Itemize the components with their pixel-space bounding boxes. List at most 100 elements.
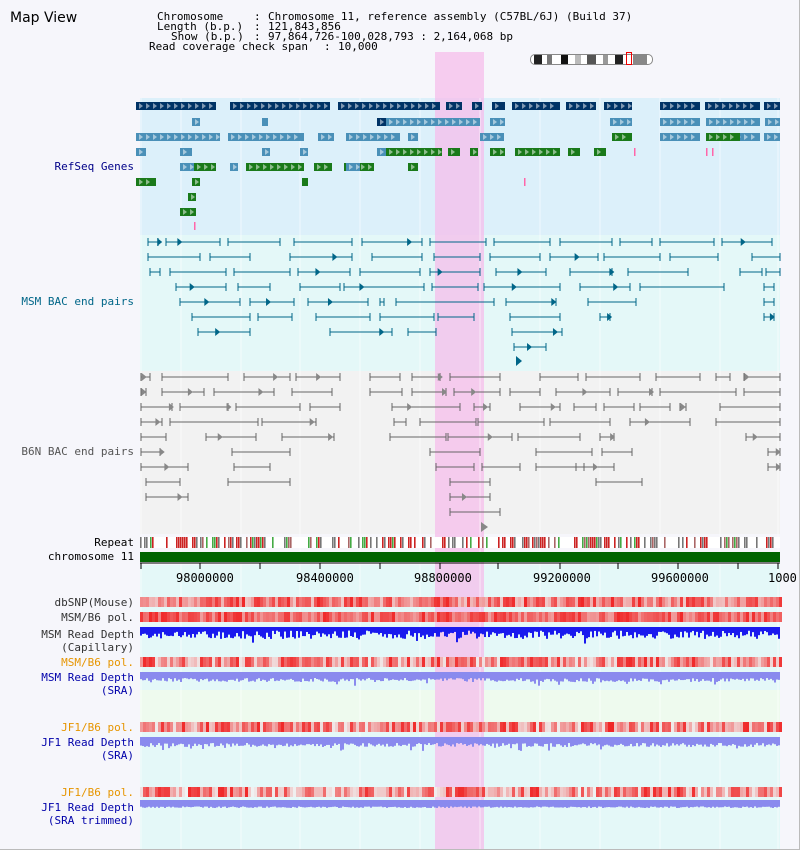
msm-bac-track-label[interactable]: MSM BAC end pairs [21,295,134,308]
msm-read-depth-sra-label[interactable]: MSM Read Depth (SRA) [41,671,134,697]
repeat-element [394,537,396,548]
gene-strand-arrow [349,164,353,170]
heat-cell [182,657,185,667]
depth-bar [508,800,510,808]
depth-bar [408,737,410,744]
heat-cell [674,722,677,732]
jf1-b6-pol-trimmed-label[interactable]: JF1/B6 pol. [61,786,134,799]
heat-cell [230,722,233,732]
depth-bar [716,627,718,636]
depth-bar [208,800,210,808]
depth-bar [390,737,392,747]
heat-cell [749,787,752,797]
depth-bar [180,627,182,638]
depth-bar [492,672,494,681]
depth-bar [514,672,516,682]
depth-bar [776,737,778,746]
heat-cell [689,787,692,797]
depth-bar [418,627,420,634]
msm-b6-pol-sra-label[interactable]: MSM/B6 pol. [61,656,134,669]
dbsnp-track-label[interactable]: dbSNP(Mouse) [54,596,134,609]
depth-bar [160,800,162,807]
refseq-track-label[interactable]: RefSeq Genes [54,160,134,173]
depth-bar [474,737,476,744]
depth-bar [366,627,368,631]
heat-cell [380,612,383,622]
depth-bar [238,627,240,637]
depth-bar [600,737,602,750]
jf1-read-depth-sra-label[interactable]: JF1 Read Depth (SRA) [41,736,134,762]
depth-bar [506,672,508,680]
heat-cell [689,597,692,607]
msm-read-depth-capillary-label[interactable]: MSM Read Depth (Capillary) [41,628,134,654]
depth-bar [324,672,326,679]
repeat-element [686,537,688,548]
depth-bar [236,737,238,744]
depth-bar [728,672,730,682]
heat-cell [485,657,488,667]
heat-cell [527,787,530,797]
depth-bar [656,672,658,682]
heat-cell [332,722,335,732]
repeat-element [744,537,746,548]
depth-bar [190,737,192,749]
depth-bar [298,800,300,807]
depth-bar [682,627,684,638]
depth-bar [178,627,180,636]
heat-cell [734,612,737,622]
heat-cell [353,612,356,622]
heat-cell [215,597,218,607]
depth-bar [518,737,520,751]
depth-bar [352,800,354,807]
chromosome-ideogram[interactable] [530,54,653,65]
repeat-element [644,537,646,548]
depth-bar [694,672,696,682]
heat-cell [683,657,686,667]
repeat-track-label[interactable]: Repeat [94,536,134,549]
jf1-b6-pol-label[interactable]: JF1/B6 pol. [61,721,134,734]
depth-bar [732,627,734,634]
heat-cell [326,787,329,797]
heat-cell [545,657,548,667]
heat-cell [563,787,566,797]
heat-cell [638,612,641,622]
heat-cell [728,597,731,607]
heat-cell [566,612,569,622]
repeat-element [448,537,450,548]
b6n-bac-track-label[interactable]: B6N BAC end pairs [21,445,134,458]
heat-cell [464,787,467,797]
heat-cell [467,597,470,607]
repeat-element [512,537,514,548]
heat-cell [731,787,734,797]
depth-bar [664,672,666,681]
depth-bar [530,737,532,747]
jf1-read-depth-trimmed-label[interactable]: JF1 Read Depth (SRA trimmed) [41,801,134,827]
heat-cell [437,597,440,607]
heat-cell [764,787,767,797]
depth-bar [176,737,178,746]
depth-bar [726,672,728,679]
depth-bar [712,672,714,679]
chromosome-track-label[interactable]: chromosome 11 [47,550,134,563]
heat-cell [770,597,773,607]
gene-strand-arrow [280,134,284,140]
depth-bar [290,627,292,631]
gene-strand-arrow [277,164,281,170]
depth-bar [198,672,200,682]
depth-bar [262,800,264,808]
depth-bar [198,627,200,632]
heat-cell [230,657,233,667]
msm-b6-pol-track-label[interactable]: MSM/B6 pol. [61,611,134,624]
repeat-element [536,537,538,548]
heat-cell [647,722,650,732]
depth-bar [568,737,570,744]
heat-cell [254,657,257,667]
heat-cell [341,657,344,667]
repeat-element [528,537,530,548]
depth-bar [248,672,250,682]
heat-cell [158,597,161,607]
heat-cell [428,597,431,607]
heat-cell [641,612,644,622]
heat-cell [455,722,458,732]
depth-bar [720,737,722,744]
